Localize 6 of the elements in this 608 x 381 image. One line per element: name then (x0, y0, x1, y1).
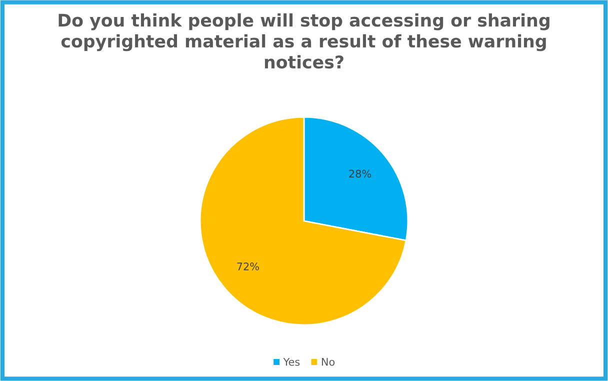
data-label: 28% (349, 170, 372, 178)
legend-label: Yes (283, 358, 300, 366)
pie-slice (199, 116, 407, 326)
data-label: 72% (237, 262, 259, 270)
legend-label: No (322, 358, 335, 366)
chart-title: Do you think people will stop accessing or sharing copyrighted material as a result of these warning notices? (58, 13, 550, 69)
